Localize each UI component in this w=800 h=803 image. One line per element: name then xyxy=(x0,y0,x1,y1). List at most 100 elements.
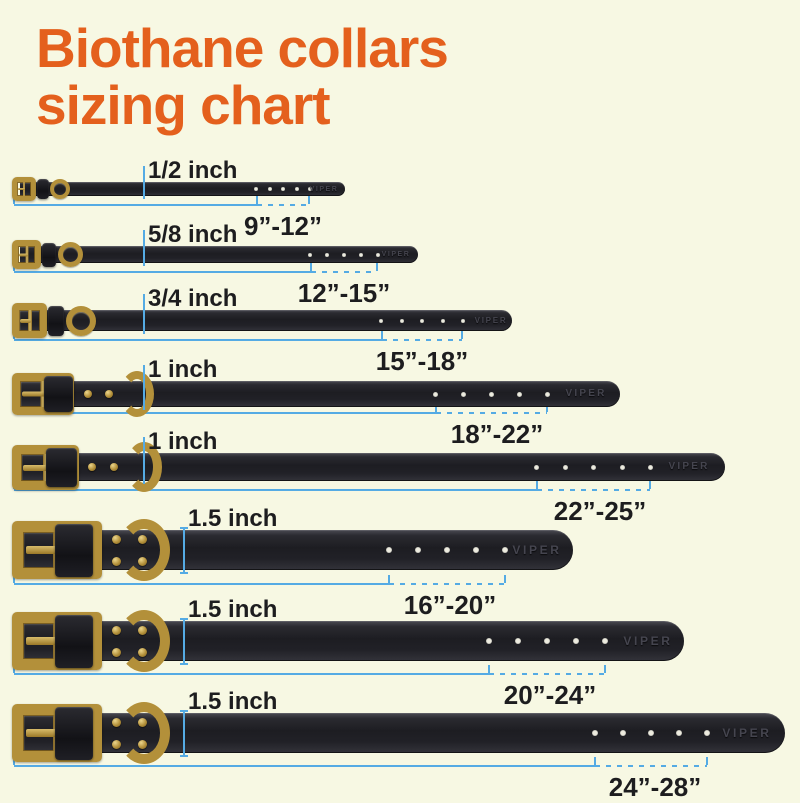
hole xyxy=(420,318,424,323)
size-range-dashed-line xyxy=(436,412,547,414)
hole xyxy=(415,547,421,553)
keeper-loop xyxy=(55,615,93,668)
o-ring xyxy=(66,306,96,336)
length-dimension-line xyxy=(14,204,257,206)
brand-text: VIPER xyxy=(623,634,673,648)
range-end-tick xyxy=(649,481,651,489)
size-range-label: 18”-22” xyxy=(450,419,544,449)
collar-width-label: 1.5 inch xyxy=(188,688,278,715)
buckle-prong xyxy=(17,188,25,190)
size-range-dashed-line xyxy=(311,271,377,273)
adjustment-holes xyxy=(308,252,380,257)
hole xyxy=(573,638,579,644)
adjustment-holes xyxy=(386,547,508,553)
rivet xyxy=(110,463,118,471)
keeper-loop xyxy=(55,707,93,760)
o-ring xyxy=(58,242,83,267)
collar-width-label: 5/8 inch xyxy=(148,221,238,248)
length-dimension-line xyxy=(14,339,382,341)
range-start-tick xyxy=(435,404,437,412)
d-ring xyxy=(118,519,170,581)
hole xyxy=(294,187,299,191)
title-line-2: sizing chart xyxy=(36,74,331,136)
hole xyxy=(342,252,346,257)
hole xyxy=(592,730,598,736)
hole xyxy=(254,187,258,191)
hole xyxy=(440,318,445,323)
brand-text: VIPER xyxy=(474,315,508,325)
rivet xyxy=(84,390,92,398)
size-range-label: 22”-25” xyxy=(553,496,647,526)
hole xyxy=(461,391,466,397)
length-dimension-line xyxy=(14,412,436,414)
width-dimension-line xyxy=(143,230,145,266)
width-dimension-line xyxy=(143,365,145,410)
rivet xyxy=(111,534,121,544)
range-start-tick xyxy=(488,665,490,673)
range-end-tick xyxy=(706,757,708,765)
hole xyxy=(376,252,380,257)
hole xyxy=(325,252,329,257)
size-range-dashed-line xyxy=(389,583,505,585)
hole xyxy=(648,730,654,736)
hole xyxy=(620,730,626,736)
hole xyxy=(461,318,465,323)
collar-width-label: 3/4 inch xyxy=(148,285,238,312)
range-end-tick xyxy=(504,575,506,583)
size-range-label: 12”-15” xyxy=(297,278,391,308)
rivet xyxy=(137,717,147,727)
rivet xyxy=(111,717,121,727)
rivet xyxy=(111,625,121,635)
hole xyxy=(517,391,522,397)
length-dimension-line xyxy=(14,271,311,273)
adjustment-holes xyxy=(379,318,465,323)
range-start-tick xyxy=(310,263,312,271)
hole xyxy=(379,318,383,323)
rivet xyxy=(137,647,147,657)
rivet xyxy=(137,534,147,544)
keeper-loop xyxy=(42,243,56,267)
brand-text: VIPER xyxy=(722,726,772,740)
length-dimension-line xyxy=(14,765,595,767)
length-dimension-line xyxy=(14,673,489,675)
buckle xyxy=(12,240,41,269)
rivet xyxy=(137,739,147,749)
hole xyxy=(281,187,285,191)
range-start-tick xyxy=(594,757,596,765)
hole xyxy=(489,391,494,397)
hole xyxy=(602,638,608,644)
buckle-prong xyxy=(21,391,46,397)
hole xyxy=(619,464,625,470)
rivet xyxy=(137,625,147,635)
collar-strap xyxy=(20,182,345,196)
range-end-tick xyxy=(546,404,548,412)
size-range-dashed-line xyxy=(489,673,605,675)
hole xyxy=(676,730,682,736)
adjustment-holes xyxy=(592,730,710,736)
hole xyxy=(544,638,550,644)
hole xyxy=(502,547,508,553)
adjustment-holes xyxy=(486,638,608,644)
hole xyxy=(515,638,521,644)
buckle-prong xyxy=(22,464,49,471)
hole xyxy=(545,391,550,397)
rivet xyxy=(88,463,96,471)
width-dimension-line xyxy=(143,166,145,199)
range-start-tick xyxy=(536,481,538,489)
range-end-tick xyxy=(376,263,378,271)
size-range-dashed-line xyxy=(257,204,309,206)
width-dimension-line xyxy=(180,527,188,574)
brand-text: VIPER xyxy=(668,461,710,472)
brand-text: VIPER xyxy=(309,185,339,193)
hole xyxy=(444,547,450,553)
width-dimension-line xyxy=(180,618,188,665)
brand-text: VIPER xyxy=(381,251,411,258)
hole xyxy=(267,187,272,191)
keeper-loop xyxy=(44,376,73,412)
size-range-label: 24”-28” xyxy=(608,772,702,802)
title-line-1: Biothane collars xyxy=(36,17,449,79)
length-dimension-line xyxy=(14,489,537,491)
hole xyxy=(486,638,492,644)
collar-width-label: 1 inch xyxy=(148,356,218,383)
